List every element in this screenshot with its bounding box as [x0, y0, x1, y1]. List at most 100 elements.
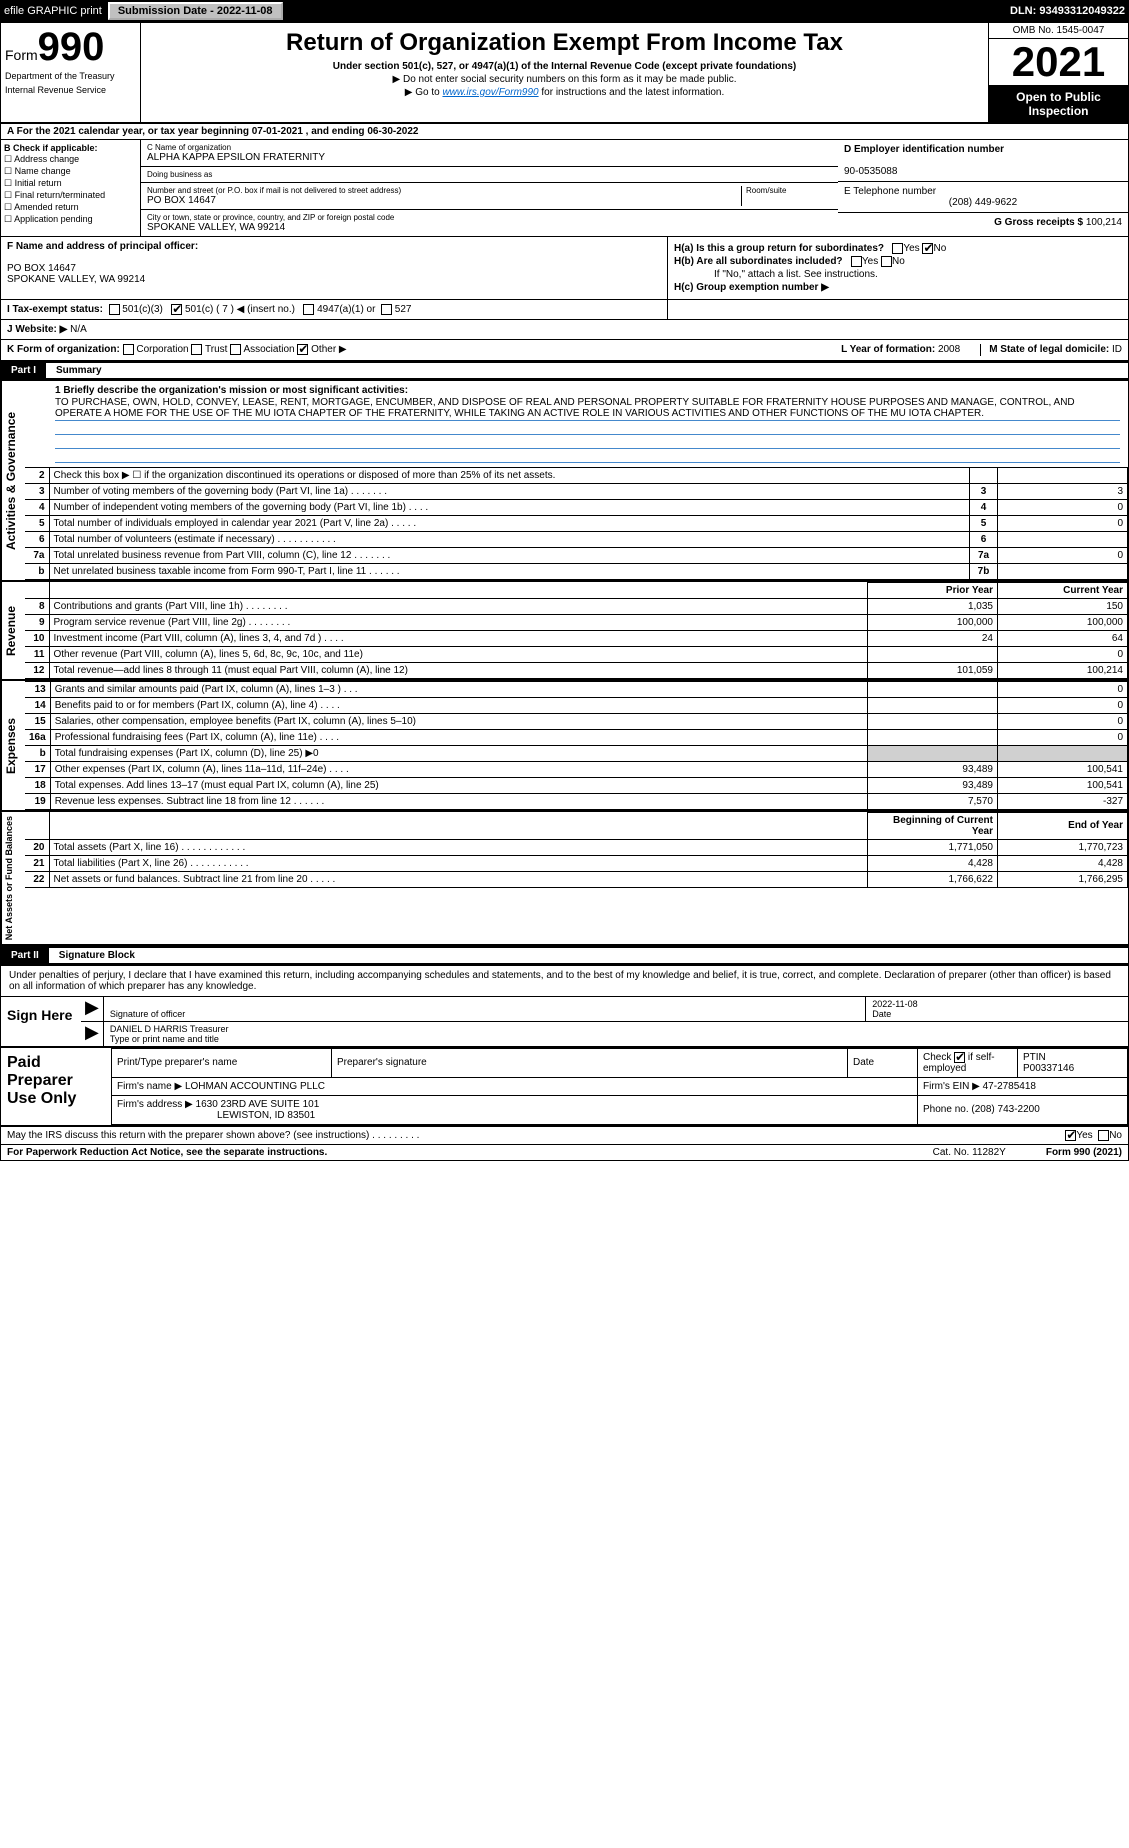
sig-arrow-icon: ▶ — [81, 997, 103, 1021]
side-expenses: Expenses — [1, 681, 25, 810]
chk-4947[interactable] — [303, 304, 314, 315]
sign-here-label: Sign Here — [1, 997, 81, 1046]
part-1-tab: Part I — [1, 363, 46, 378]
ha-label: H(a) Is this a group return for subordin… — [674, 243, 884, 254]
form-word: Form — [5, 47, 38, 63]
chk-initial-return[interactable]: ☐ Initial return — [4, 178, 137, 189]
firm-ein: 47-2785418 — [983, 1081, 1036, 1092]
firm-phone: (208) 743-2200 — [971, 1104, 1039, 1115]
ptin-value: P00337146 — [1023, 1063, 1074, 1074]
table-row: 2Check this box ▶ ☐ if the organization … — [25, 467, 1128, 483]
table-row: 5Total number of individuals employed in… — [25, 515, 1128, 531]
c-name-label: C Name of organization — [147, 143, 832, 152]
paid-preparer-label: Paid Preparer Use Only — [1, 1048, 111, 1125]
discuss-no[interactable] — [1098, 1130, 1109, 1141]
expenses-table: 13Grants and similar amounts paid (Part … — [25, 681, 1128, 810]
j-label: J Website: ▶ — [7, 324, 67, 335]
column-b-checkboxes: B Check if applicable: ☐ Address change … — [1, 140, 141, 236]
table-row: 7aTotal unrelated business revenue from … — [25, 547, 1128, 563]
chk-assoc[interactable] — [230, 344, 241, 355]
table-row: 4Number of independent voting members of… — [25, 499, 1128, 515]
discuss-question: May the IRS discuss this return with the… — [7, 1130, 419, 1141]
table-row: bNet unrelated business taxable income f… — [25, 563, 1128, 579]
part-1-title: Summary — [46, 363, 1128, 378]
q1-label: 1 Briefly describe the organization's mi… — [55, 385, 408, 396]
form-header: Form990 Department of the Treasury Inter… — [1, 23, 1128, 124]
paid-preparer-block: Paid Preparer Use Only Print/Type prepar… — [1, 1048, 1128, 1127]
table-row: 12Total revenue—add lines 8 through 11 (… — [25, 662, 1128, 678]
table-row: 19Revenue less expenses. Subtract line 1… — [25, 793, 1128, 809]
efile-label: efile GRAPHIC print — [4, 5, 102, 17]
prep-name-hdr: Print/Type preparer's name — [112, 1048, 332, 1077]
ha-yes[interactable] — [892, 243, 903, 254]
k-label: K Form of organization: — [7, 345, 120, 356]
table-row: 15Salaries, other compensation, employee… — [25, 713, 1128, 729]
mission-text: TO PURCHASE, OWN, HOLD, CONVEY, LEASE, R… — [55, 396, 1120, 421]
gross-receipts-value: 100,214 — [1086, 217, 1122, 228]
form-subtitle: Under section 501(c), 527, or 4947(a)(1)… — [145, 61, 984, 72]
dln-label: DLN: 93493312049322 — [1010, 5, 1125, 17]
table-row: 17Other expenses (Part IX, column (A), l… — [25, 761, 1128, 777]
table-row: 3Number of voting members of the governi… — [25, 483, 1128, 499]
ssn-note: ▶ Do not enter social security numbers o… — [145, 74, 984, 85]
officer-name: DANIEL D HARRIS Treasurer — [110, 1024, 229, 1034]
i-label: I Tax-exempt status: — [7, 304, 103, 315]
header-middle: Return of Organization Exempt From Incom… — [141, 23, 988, 122]
chk-501c3[interactable] — [109, 304, 120, 315]
ptin-label: PTIN — [1023, 1052, 1046, 1063]
name-title-label: Type or print name and title — [110, 1034, 219, 1044]
phone-label: E Telephone number — [844, 186, 936, 197]
open-public-inspection: Open to Public Inspection — [989, 86, 1128, 122]
row-klm: K Form of organization: Corporation Trus… — [1, 340, 1128, 360]
ha-no[interactable]: ✔ — [922, 243, 933, 254]
table-row: 14Benefits paid to or for members (Part … — [25, 697, 1128, 713]
section-governance: Activities & Governance 1 Briefly descri… — [1, 381, 1128, 582]
row-j-website: J Website: ▶ N/A — [1, 320, 1128, 340]
table-row: 8Contributions and grants (Part VIII, li… — [25, 598, 1128, 614]
chk-corp[interactable] — [123, 344, 134, 355]
irs-link[interactable]: www.irs.gov/Form990 — [442, 87, 538, 98]
chk-app-pending[interactable]: ☐ Application pending — [4, 214, 137, 225]
section-bc: B Check if applicable: ☐ Address change … — [1, 140, 1128, 237]
beg-year-hdr: Beginning of Current Year — [868, 812, 998, 839]
addr-label: Number and street (or P.O. box if mail i… — [147, 186, 741, 195]
hb-label: H(b) Are all subordinates included? — [674, 256, 843, 267]
chk-amended[interactable]: ☐ Amended return — [4, 202, 137, 213]
chk-self-employed[interactable]: ✔ — [954, 1052, 965, 1063]
table-row: 10Investment income (Part VIII, column (… — [25, 630, 1128, 646]
sign-here-block: Sign Here ▶ Signature of officer 2022-11… — [1, 997, 1128, 1048]
hb-note: If "No," attach a list. See instructions… — [674, 269, 1122, 280]
table-row: 9Program service revenue (Part VIII, lin… — [25, 614, 1128, 630]
addr-value: PO BOX 14647 — [147, 195, 216, 206]
state-domicile: ID — [1112, 344, 1122, 355]
pra-notice: For Paperwork Reduction Act Notice, see … — [7, 1147, 327, 1158]
chk-address-change[interactable]: ☐ Address change — [4, 154, 137, 165]
part-1-header: Part I Summary — [1, 361, 1128, 381]
prep-date-hdr: Date — [848, 1048, 918, 1077]
table-row: 21Total liabilities (Part X, line 26) . … — [25, 855, 1128, 871]
irs-label: Internal Revenue Service — [5, 85, 136, 95]
chk-501c[interactable]: ✔ — [171, 304, 182, 315]
prior-year-hdr: Prior Year — [868, 582, 998, 598]
discuss-yes[interactable]: ✔ — [1065, 1130, 1076, 1141]
sig-officer-label: Signature of officer — [110, 1009, 185, 1019]
room-label: Room/suite — [746, 186, 832, 195]
form-number: 990 — [38, 25, 105, 69]
firm-phone-label: Phone no. — [923, 1104, 969, 1115]
submission-date-button[interactable]: Submission Date - 2022-11-08 — [108, 2, 283, 20]
chk-527[interactable] — [381, 304, 392, 315]
chk-final-return[interactable]: ☐ Final return/terminated — [4, 190, 137, 201]
ein-label: D Employer identification number — [844, 144, 1004, 155]
column-c-name-address: C Name of organization ALPHA KAPPA EPSIL… — [141, 140, 838, 236]
hb-yes[interactable] — [851, 256, 862, 267]
hb-no[interactable] — [881, 256, 892, 267]
chk-other[interactable]: ✔ — [297, 344, 308, 355]
tax-year: 2021 — [989, 39, 1128, 86]
chk-name-change[interactable]: ☐ Name change — [4, 166, 137, 177]
hc-label: H(c) Group exemption number ▶ — [674, 282, 829, 293]
chk-trust[interactable] — [191, 344, 202, 355]
section-fh: F Name and address of principal officer:… — [1, 237, 1128, 300]
part-2-tab: Part II — [1, 948, 49, 963]
end-year-hdr: End of Year — [998, 812, 1128, 839]
city-value: SPOKANE VALLEY, WA 99214 — [147, 222, 285, 233]
